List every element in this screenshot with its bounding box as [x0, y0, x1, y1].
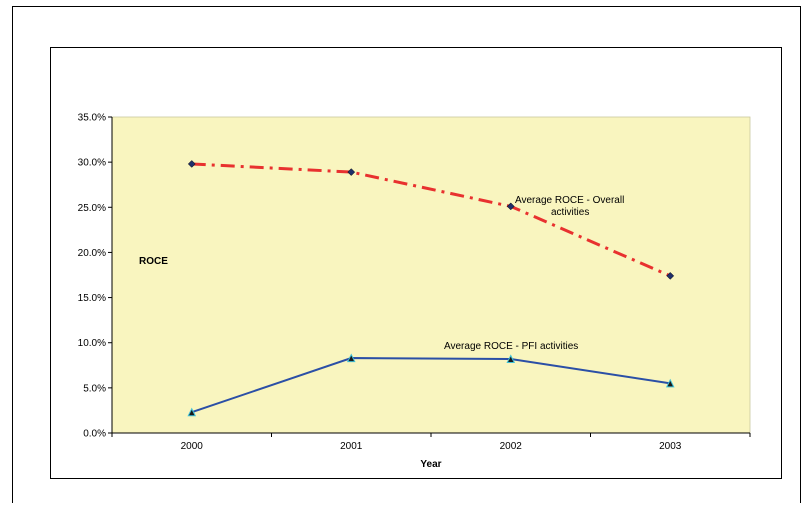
x-tick-label: 2001	[340, 441, 363, 452]
plot-area	[111, 116, 751, 434]
data-point-marker	[506, 202, 515, 211]
y-axis-title: ROCE	[139, 256, 168, 267]
series-line-1	[191, 357, 671, 414]
data-point-marker	[346, 353, 356, 363]
labels-group: Year ROCE Average ROCE - Overall activities…	[139, 195, 624, 470]
x-axis-title: Year	[420, 459, 441, 470]
data-point-marker	[187, 407, 197, 417]
series-line-0	[191, 162, 671, 278]
x-tick-label: 2002	[500, 441, 523, 452]
y-tick-label: 10.0%	[78, 338, 106, 349]
data-point-marker	[665, 378, 675, 388]
series-label-line: activities	[551, 207, 589, 218]
axes: 0.0% 5.0% 10.0% 15.0% 20.0% 25.0% 30.0% 35.0% 20…	[78, 113, 751, 452]
series-label-line: Average ROCE - Overall	[515, 195, 624, 206]
y-tick-label: 5.0%	[83, 383, 106, 394]
series-label-line: Average ROCE - PFI activities	[444, 341, 578, 352]
series-label-1: Average ROCE - PFI activities	[444, 341, 578, 352]
data-point-marker	[506, 354, 516, 363]
data-point-marker	[187, 160, 196, 168]
data-point-marker	[666, 272, 675, 280]
page-frame	[12, 6, 801, 503]
y-tick-label: 0.0%	[83, 429, 106, 440]
y-tick-label: 15.0%	[78, 293, 106, 304]
y-tick-label: 30.0%	[78, 158, 106, 169]
y-tick-label: 25.0%	[78, 203, 106, 214]
x-tick-label: 2003	[659, 441, 682, 452]
x-tick-label: 2000	[181, 441, 204, 452]
y-tick-label: 20.0%	[78, 248, 106, 259]
series-group	[187, 160, 675, 417]
series-label-0: Average ROCE - Overall activities	[515, 195, 624, 218]
y-tick-label: 35.0%	[78, 113, 106, 124]
data-point-marker	[347, 168, 356, 176]
